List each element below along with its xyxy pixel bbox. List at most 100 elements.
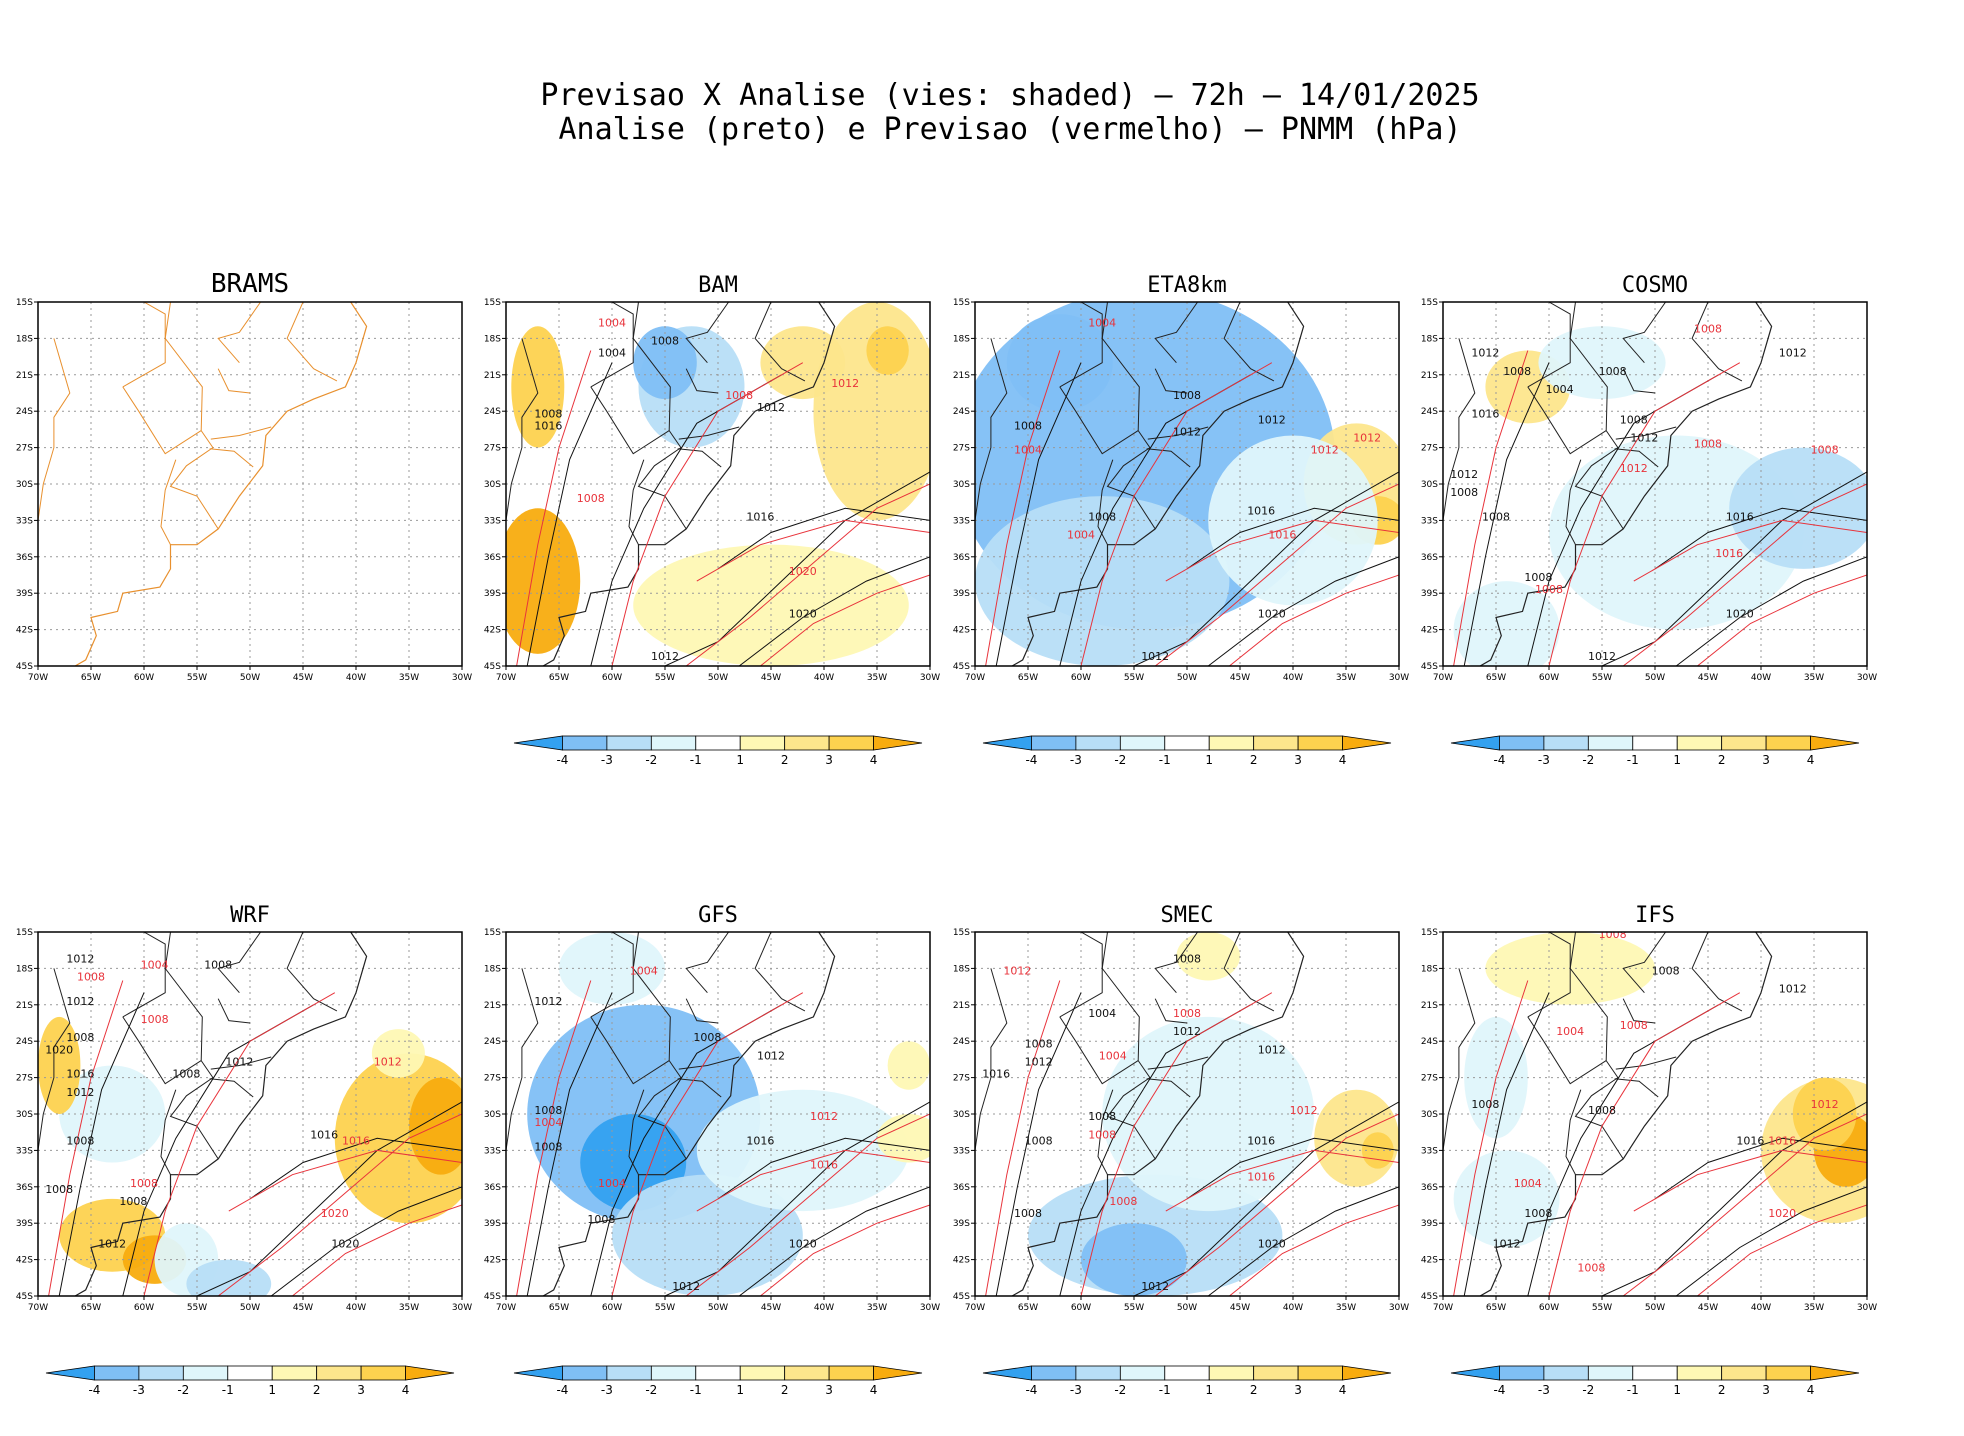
colorbar-segment [695, 1365, 741, 1381]
lat-tick-label: 36S [16, 553, 33, 563]
border-line [1154, 998, 1188, 1024]
colorbar-segment [562, 1365, 608, 1381]
colorbar-tick-label: -4 [1025, 1383, 1037, 1397]
forecast-isobar-label: 1012 [1003, 964, 1031, 977]
bias-shade [59, 1065, 166, 1163]
colorbar-segment [1208, 1365, 1255, 1381]
colorbar-tick-label: -3 [601, 753, 613, 767]
lat-tick-label: 45S [16, 1292, 33, 1302]
colorbar-tick-label: -4 [1493, 753, 1505, 767]
colorbar-tick-label: 2 [1250, 753, 1258, 767]
forecast-isobar [1697, 1204, 1867, 1296]
lat-tick-label: 18S [16, 334, 33, 344]
analysis-isobar-label: 1020 [1726, 607, 1754, 620]
lon-tick-label: 60W [1071, 1303, 1091, 1313]
lon-tick-label: 45W [293, 1303, 313, 1313]
coastline [1011, 932, 1305, 1296]
lon-tick-label: 45W [1230, 1303, 1250, 1313]
lon-tick-label: 40W [1283, 673, 1303, 683]
forecast-isobar-label: 1020 [1768, 1207, 1796, 1220]
border-line [1154, 302, 1199, 364]
colorbar: -4 -3 -2 -1 1 2 3 4 [1450, 735, 1860, 767]
analysis-isobar [1654, 1137, 1867, 1200]
lat-tick-label: 27S [16, 1074, 33, 1084]
lat-tick-label: 36S [953, 1183, 970, 1193]
lat-tick-label: 27S [484, 444, 501, 454]
colorbar-tick-label: 4 [870, 753, 878, 767]
colorbar-tick-label: -1 [1159, 753, 1171, 767]
border-line [1223, 932, 1275, 1012]
lat-tick-label: 21S [16, 1001, 33, 1011]
forecast-isobar-label: 1008 [577, 492, 605, 505]
analysis-isobar-label: 1004 [598, 347, 626, 360]
colorbar-segment [1543, 1365, 1589, 1381]
lat-tick-label: 45S [484, 1292, 501, 1302]
map-area: 1008 1008 1008 1012 1012 1016 1020 1012 1004 1004… [975, 302, 1399, 666]
colorbar-tick-label: -2 [1582, 1383, 1594, 1397]
analysis-isobar-label: 1008 [1173, 952, 1201, 965]
analysis-isobar-label: 1020 [1258, 607, 1286, 620]
lon-tick-label: 55W [655, 673, 675, 683]
analysis-isobar-label: 1012 [1025, 1055, 1053, 1068]
analysis-isobar-label: 1004 [1546, 383, 1574, 396]
colorbar-tick-label: 1 [1673, 1383, 1681, 1397]
lat-tick-label: 21S [953, 1001, 970, 1011]
analysis-isobar-label: 1008 [534, 1140, 562, 1153]
lat-tick-label: 30S [484, 1110, 501, 1120]
lat-tick-label: 15S [484, 928, 501, 938]
analysis-isobar-label: 1012 [1173, 425, 1201, 438]
panel-title: WRF [230, 903, 270, 928]
border-line [1059, 1016, 1139, 1085]
colorbar-segment [1031, 735, 1077, 751]
analysis-isobar-label: 1008 [1173, 389, 1201, 402]
lon-tick-label: 50W [1645, 1303, 1665, 1313]
colorbar-segment [1632, 735, 1678, 751]
lat-tick-label: 39S [16, 589, 33, 599]
border-line [210, 426, 272, 440]
border-line [677, 1078, 722, 1098]
forecast-isobar [292, 1204, 462, 1296]
colorbar-tick-label: -4 [88, 1383, 100, 1397]
border-line [1154, 368, 1188, 394]
colorbar-tick-label: 4 [1807, 753, 1815, 767]
forecast-isobar [1229, 1204, 1399, 1296]
analysis-isobar-label: 1008 [66, 1134, 94, 1147]
colorbar-segment [182, 1365, 229, 1381]
border-line [1527, 302, 1571, 388]
analysis-isobar-label: 1012 [651, 650, 679, 663]
border-line [1527, 932, 1571, 1018]
border-line [1147, 426, 1209, 440]
analysis-isobar [1133, 471, 1399, 666]
analysis-isobar-label: 1016 [1736, 1134, 1764, 1147]
lon-tick-label: 45W [1230, 673, 1250, 683]
analysis-isobar [526, 362, 613, 666]
lon-tick-label: 55W [187, 673, 207, 683]
forecast-isobar-label: 1012 [1311, 444, 1339, 457]
map-area [38, 302, 462, 666]
forecast-isobar [1633, 519, 1867, 582]
forecast-isobar-label: 1008 [1694, 438, 1722, 451]
bias-shade [511, 326, 565, 448]
border-line [1615, 1056, 1677, 1070]
analysis-isobar [738, 556, 930, 666]
lat-tick-label: 27S [953, 444, 970, 454]
panel-title: SMEC [1161, 903, 1214, 928]
analysis-isobar-label: 1008 [1088, 1110, 1116, 1123]
lon-tick-label: 60W [134, 1303, 154, 1313]
colorbar-tick-label: 2 [313, 1383, 321, 1397]
border-line [217, 932, 262, 994]
border-line [685, 932, 730, 994]
colorbar-segment [1676, 735, 1723, 751]
forecast-isobar [516, 980, 592, 1296]
border-line [628, 459, 645, 545]
panel-gfs: GFS1012100810081008100810121016102010121… [484, 903, 940, 1397]
analysis-isobar-label: 1012 [66, 1086, 94, 1099]
lon-tick-label: 50W [708, 673, 728, 683]
analysis-isobar [1463, 992, 1550, 1296]
analysis-isobar [270, 1186, 462, 1296]
border-line [632, 302, 687, 530]
colorbar-segment [828, 1365, 874, 1381]
colorbar-tick-label: 4 [870, 1383, 878, 1397]
bias-shade [1006, 314, 1113, 412]
